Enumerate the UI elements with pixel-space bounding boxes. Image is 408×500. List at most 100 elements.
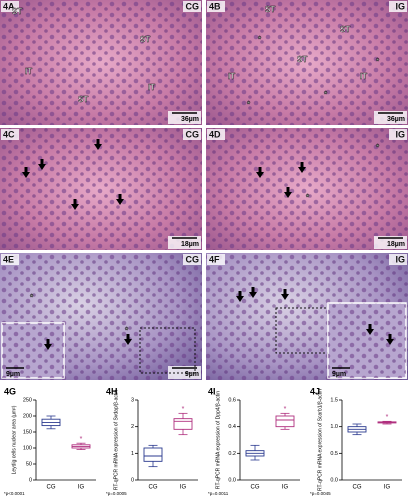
annotation: ST bbox=[340, 25, 350, 34]
panel-label: 4E bbox=[3, 254, 14, 264]
scale-bg bbox=[374, 111, 407, 124]
y-tick-label: 0 bbox=[131, 477, 134, 483]
y-tick-label: 1.0 bbox=[330, 424, 338, 430]
significance-marker: * bbox=[80, 436, 83, 443]
arrow bbox=[236, 291, 244, 302]
y-tick-label: 1.5 bbox=[330, 397, 338, 403]
x-tick-label: CG bbox=[47, 485, 56, 491]
panel-label: 4I bbox=[208, 386, 216, 396]
group-label: CG bbox=[186, 254, 200, 264]
annotation: * bbox=[258, 35, 262, 44]
box bbox=[275, 415, 295, 428]
group-label: IG bbox=[395, 129, 405, 139]
annotation: * bbox=[376, 57, 380, 66]
label-bg bbox=[1, 129, 19, 140]
p-value: *p<0.0001 bbox=[4, 491, 25, 496]
arrow bbox=[22, 167, 30, 178]
label-bg bbox=[389, 254, 407, 265]
p-value: *p=0.0011 bbox=[208, 491, 229, 496]
annotation: * bbox=[247, 100, 251, 109]
panel-label: 4A bbox=[3, 1, 15, 11]
y-axis-label: RT-qPCR mRNA expression of Dpp4/β-actin bbox=[215, 391, 221, 489]
x-tick-label: CG bbox=[353, 485, 362, 491]
nuclei bbox=[0, 0, 202, 125]
y-tick-label: 0.6 bbox=[228, 397, 236, 403]
arrow bbox=[386, 334, 394, 345]
y-axis-label: Leydig cells nuclear area (µm²) bbox=[11, 405, 17, 474]
x-tick-label: CG bbox=[251, 485, 260, 491]
significance-marker: * bbox=[386, 414, 389, 421]
label-bg bbox=[389, 129, 407, 140]
x-tick-label: CG bbox=[149, 485, 158, 491]
annotation: ST bbox=[297, 55, 307, 64]
scale-bg bbox=[168, 366, 201, 379]
annotation: IT bbox=[228, 72, 235, 81]
nuclei bbox=[206, 0, 408, 125]
y-tick-label: 0.0 bbox=[330, 477, 338, 483]
p-value: *p=0.0005 bbox=[106, 491, 127, 496]
annotation: ST bbox=[12, 7, 22, 16]
y-tick-label: 0.5 bbox=[330, 451, 338, 457]
arrow bbox=[44, 339, 52, 350]
annotation: * bbox=[376, 143, 380, 152]
annotation: IT bbox=[148, 83, 155, 92]
y-tick-label: 250 bbox=[23, 397, 32, 403]
label-bg bbox=[183, 254, 201, 265]
panel-label: 4G bbox=[4, 386, 16, 396]
label-bg bbox=[389, 1, 407, 12]
arrow bbox=[298, 162, 306, 173]
panel-label: 4B bbox=[209, 1, 221, 11]
annotation: ST bbox=[78, 95, 88, 104]
label-bg bbox=[207, 254, 225, 265]
arrow bbox=[94, 139, 102, 150]
box bbox=[143, 447, 163, 462]
inset-nuclei bbox=[328, 303, 406, 378]
inset-scale-label: 9µm bbox=[332, 371, 346, 378]
panel-label: 4C bbox=[3, 129, 15, 139]
label-bg bbox=[183, 1, 201, 12]
y-axis-label: RT-qPCR mRNA expression of Scarb1/β-acti… bbox=[317, 389, 323, 491]
arrow bbox=[116, 194, 124, 205]
y-tick-label: 0.2 bbox=[228, 451, 236, 457]
annotation: IT bbox=[360, 72, 367, 81]
arrow bbox=[249, 287, 257, 298]
panel-label: 4J bbox=[310, 386, 320, 396]
label-bg bbox=[183, 129, 201, 140]
scale-label: 9µm bbox=[185, 371, 199, 378]
group-label: CG bbox=[186, 129, 200, 139]
p-value: *p=0.0045 bbox=[310, 491, 331, 496]
annotation: ST bbox=[265, 5, 275, 14]
annotation: * bbox=[30, 293, 34, 302]
box bbox=[173, 418, 193, 430]
panel-label: 4F bbox=[209, 254, 220, 264]
scale-bg bbox=[168, 236, 201, 249]
y-tick-label: 150 bbox=[23, 429, 32, 435]
x-tick-label: IG bbox=[78, 485, 85, 491]
panel-label: 4D bbox=[209, 129, 221, 139]
significance-marker: * bbox=[284, 406, 287, 413]
arrow bbox=[366, 324, 374, 335]
significance-marker: * bbox=[182, 406, 185, 413]
y-tick-label: 200 bbox=[23, 413, 32, 419]
y-tick-label: 50 bbox=[26, 461, 32, 467]
panel-label: 4H bbox=[106, 386, 118, 396]
x-tick-label: IG bbox=[384, 485, 391, 491]
y-tick-label: 0.4 bbox=[228, 424, 236, 430]
arrow bbox=[124, 334, 132, 345]
y-tick-label: 1 bbox=[131, 451, 134, 457]
arrow bbox=[38, 159, 46, 170]
arrow bbox=[284, 187, 292, 198]
label-bg bbox=[207, 129, 225, 140]
y-tick-label: 0 bbox=[29, 477, 32, 483]
scale-label: 18µm bbox=[181, 241, 199, 248]
inset-source bbox=[139, 327, 196, 374]
x-tick-label: IG bbox=[180, 485, 187, 491]
annotation: * bbox=[324, 90, 328, 99]
scale-bg bbox=[168, 111, 201, 124]
scale-label: 18µm bbox=[387, 241, 405, 248]
group-label: CG bbox=[186, 1, 200, 11]
label-bg bbox=[207, 1, 225, 12]
annotation: IT bbox=[25, 67, 32, 76]
scale-label: 36µm bbox=[181, 116, 199, 123]
